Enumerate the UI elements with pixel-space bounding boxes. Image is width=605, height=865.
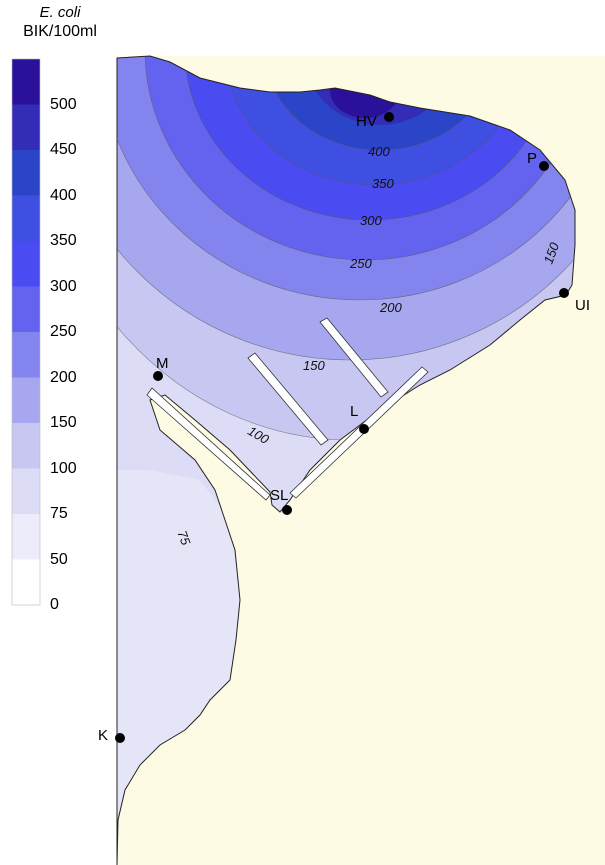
- contour-label-150-east: 150: [541, 240, 563, 266]
- contour-label-250: 250: [349, 256, 372, 271]
- legend-title-unit: BIK/100ml: [23, 23, 97, 40]
- legend-label-250: 250: [50, 323, 77, 340]
- legend-title-organism: E. coli: [39, 4, 81, 21]
- contour-label-150: 150: [303, 358, 325, 373]
- site-marker-m: [153, 371, 163, 381]
- site-marker-l: [359, 424, 369, 434]
- site-label-l: L: [350, 403, 358, 420]
- legend-swatch-4: [12, 241, 40, 287]
- legend-label-400: 400: [50, 187, 77, 204]
- site-label-p: P: [527, 150, 537, 167]
- legend-label-100: 100: [50, 460, 77, 477]
- legend-swatch-7: [12, 377, 40, 423]
- site-marker-ui: [559, 288, 569, 298]
- legend-swatch-11: [12, 559, 40, 605]
- site-label-ui: UI: [575, 297, 590, 314]
- contour-label-75: 75: [174, 528, 193, 547]
- legend-swatch-10: [12, 514, 40, 560]
- legend-swatch-2: [12, 150, 40, 196]
- legend-swatch-0: [12, 59, 40, 105]
- legend-swatch-5: [12, 286, 40, 332]
- sampling-sites: HV P UI M L SL K: [98, 112, 590, 744]
- piers: [146, 317, 429, 501]
- legend-label-50: 50: [50, 551, 68, 568]
- legend-label-450: 450: [50, 141, 77, 158]
- legend-label-350: 350: [50, 232, 77, 249]
- legend-label-150: 150: [50, 414, 77, 431]
- contour-label-200: 200: [379, 300, 402, 315]
- legend-swatch-6: [12, 332, 40, 378]
- site-label-m: M: [156, 355, 169, 372]
- site-marker-p: [539, 161, 549, 171]
- legend-swatch-9: [12, 468, 40, 514]
- legend-border: [11, 58, 41, 606]
- site-label-hv: HV: [356, 113, 377, 130]
- site-label-sl: SL: [270, 487, 288, 504]
- legend-label-75: 75: [50, 505, 68, 522]
- contour-label-300: 300: [360, 213, 382, 228]
- contour-label-400: 400: [368, 144, 390, 159]
- contour-label-350: 350: [372, 176, 394, 191]
- legend-label-0: 0: [50, 596, 59, 613]
- legend-color-bar: [11, 58, 41, 606]
- legend-swatch-1: [12, 104, 40, 150]
- pier-north: [319, 317, 389, 398]
- pier-west-arm: [146, 387, 271, 501]
- legend-label-200: 200: [50, 369, 77, 386]
- legend-swatch-3: [12, 195, 40, 241]
- site-marker-k: [115, 733, 125, 743]
- pier-diagonal: [289, 366, 429, 499]
- legend-label-500: 500: [50, 96, 77, 113]
- legend-label-300: 300: [50, 278, 77, 295]
- legend-swatch-8: [12, 423, 40, 469]
- site-marker-hv: [384, 112, 394, 122]
- site-label-k: K: [98, 727, 108, 744]
- site-marker-sl: [282, 505, 292, 515]
- pier-middle: [247, 352, 329, 446]
